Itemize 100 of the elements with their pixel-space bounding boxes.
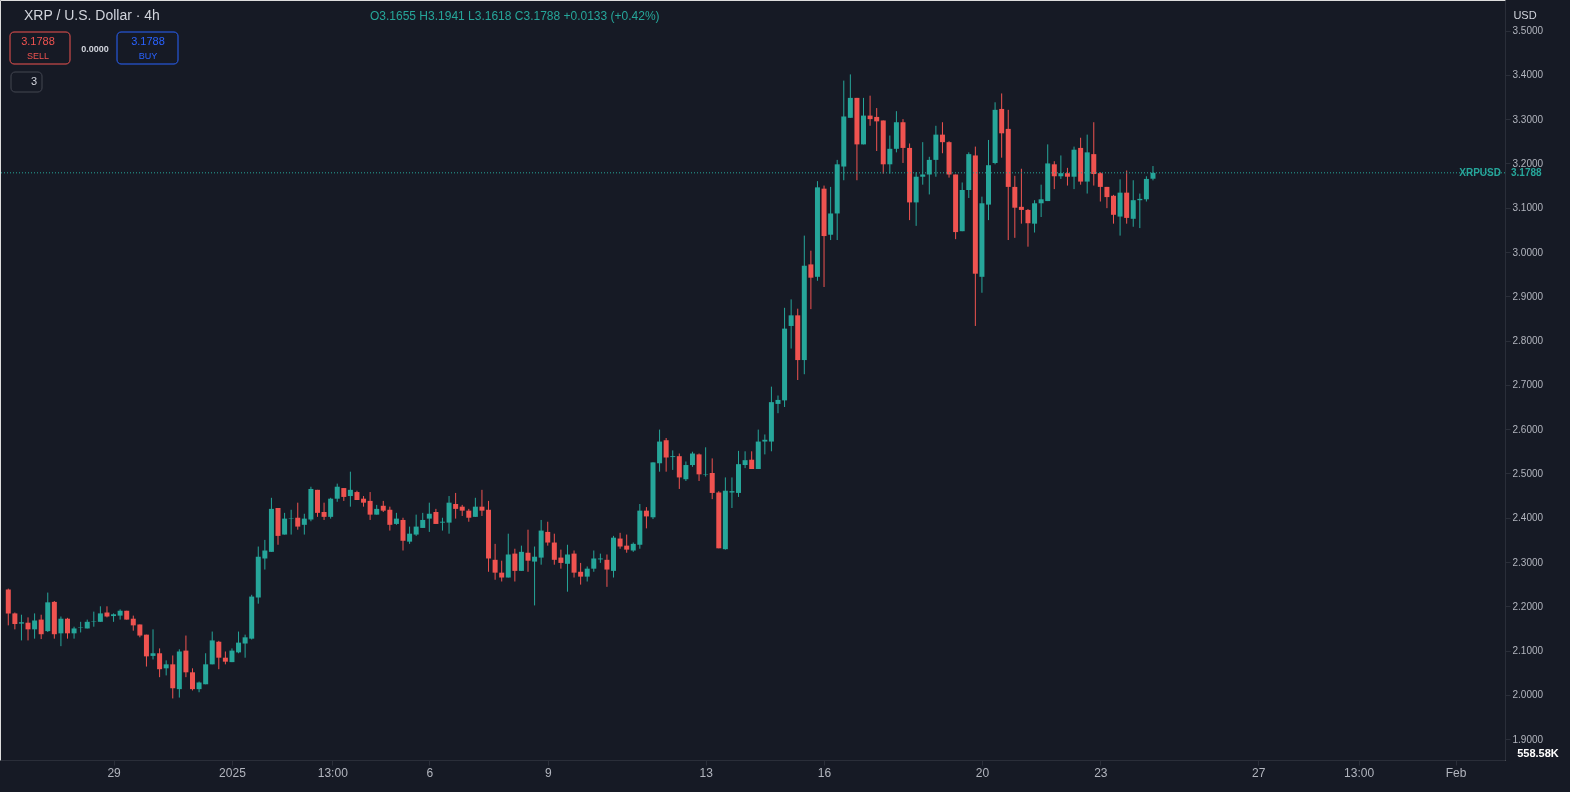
candlestick [314, 489, 320, 518]
y-tick-label: 2.3000 [1512, 556, 1544, 568]
candlestick [282, 512, 288, 536]
candlestick [525, 529, 531, 573]
candlestick [38, 614, 44, 640]
y-tick-label: 3.2000 [1512, 157, 1544, 169]
candlestick [367, 491, 373, 521]
text: 3.1788 [1511, 166, 1542, 178]
x-tick-label: 2025 [219, 765, 247, 780]
candlestick [183, 635, 189, 678]
candlestick [1091, 121, 1097, 187]
candlestick [1032, 199, 1038, 234]
y-tick-label: 1.9000 [1512, 733, 1544, 745]
candlestick [788, 298, 794, 350]
y-tick-label: 3.3000 [1512, 113, 1544, 125]
candlestick [189, 667, 195, 691]
candlestick [696, 453, 702, 482]
y-tick-label: 3.1000 [1512, 202, 1544, 214]
candlestick [328, 497, 334, 520]
y-tick-label: 2.5000 [1512, 467, 1544, 479]
annotation: 3 [30, 75, 38, 87]
candlestick [439, 517, 445, 532]
candlestick [1051, 160, 1057, 190]
candlestick [157, 647, 163, 678]
y-tick-label: 2.8000 [1512, 335, 1544, 347]
x-tick-label: 16 [817, 765, 832, 780]
candlestick [426, 502, 432, 533]
candlestick [591, 550, 597, 573]
candlestick [150, 628, 156, 660]
annotation: 0.0000 [81, 44, 109, 54]
y-tick-label: 2.9000 [1512, 290, 1544, 302]
y-tick-label: 3.4000 [1512, 69, 1544, 81]
x-tick-label: 23 [1094, 765, 1108, 780]
candlestick [104, 605, 110, 618]
y-tick-label: 2.2000 [1512, 600, 1544, 612]
candlestick [472, 497, 478, 518]
candlestick [545, 521, 551, 547]
candlestick [499, 560, 505, 583]
candlestick [288, 509, 294, 536]
candlestick [512, 548, 518, 583]
x-tick-label: Feb [1445, 765, 1467, 780]
candlestick [703, 446, 709, 478]
candlestick [604, 554, 610, 588]
candlestick [1130, 179, 1136, 228]
text: USD [1513, 9, 1537, 21]
candlestick [65, 617, 70, 640]
y-tick-label: 2.7000 [1512, 379, 1544, 391]
candlestick [25, 616, 31, 641]
y-tick-label: 2.1000 [1512, 645, 1544, 657]
x-tick-label: 20 [975, 765, 990, 780]
x-tick-label: 13 [699, 765, 714, 780]
x-tick-label: 9 [544, 765, 552, 780]
candlestick [117, 608, 123, 621]
annotation: 3.1788 [131, 35, 165, 47]
text: XRP / U.S. Dollar · 4h [24, 7, 160, 23]
candlestick [532, 546, 538, 606]
candlestick [321, 502, 327, 521]
candlestick [518, 545, 524, 572]
candlestick [209, 631, 215, 665]
candlestick [676, 453, 682, 490]
candlestick [1117, 178, 1123, 237]
y-tick-label: 2.0000 [1512, 689, 1544, 701]
candlestick [564, 544, 570, 593]
candlestick [479, 489, 485, 517]
candlestick [505, 533, 511, 579]
candlestick [663, 437, 669, 473]
candlestick [446, 495, 452, 535]
y-tick-label: 2.6000 [1512, 423, 1544, 435]
candlestick [170, 654, 176, 699]
x-tick-label: 13:00 [1344, 765, 1375, 780]
candlestick [236, 631, 242, 654]
y-tick-label: 3.5000 [1512, 25, 1544, 37]
candlestick [762, 433, 768, 455]
candlestick [742, 450, 748, 469]
candlestick [1143, 175, 1149, 203]
y-tick-label: 3.0000 [1512, 246, 1544, 258]
candlestick [1025, 208, 1031, 248]
candlestick [91, 611, 97, 628]
annotation: 3.1788 [21, 35, 55, 47]
candlestick [492, 543, 498, 581]
candlestick [71, 626, 77, 640]
annotation: O3.1655 H3.1941 L3.1618 C3.1788 +0.0133 (+0.42%) [370, 9, 660, 23]
candlestick [1018, 168, 1024, 225]
candlestick [1111, 194, 1116, 225]
candlestick [657, 429, 663, 473]
text: 558.58K [1517, 747, 1559, 759]
candlestick [32, 612, 38, 640]
annotation: SELL [26, 51, 50, 61]
x-tick-label: 29 [107, 765, 122, 780]
candlestick [939, 121, 945, 154]
candlestick [683, 460, 689, 482]
candlestick [808, 250, 814, 310]
ref-line-label: XRPUSD [1459, 166, 1501, 178]
candlestick [58, 616, 64, 647]
candlestick [1097, 171, 1103, 203]
x-tick-label: 13:00 [317, 765, 349, 780]
candlestick [334, 483, 340, 503]
candlestick [828, 186, 834, 241]
candlestick [347, 471, 353, 508]
candlestick [453, 492, 459, 520]
